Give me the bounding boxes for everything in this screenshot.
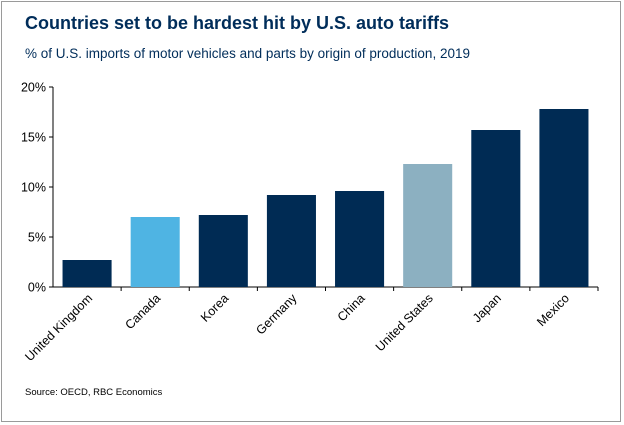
x-category-label: United States xyxy=(373,291,436,354)
chart-title: Countries set to be hardest hit by U.S. … xyxy=(25,13,450,33)
bar xyxy=(198,215,248,287)
bar xyxy=(266,195,316,287)
x-category-label: China xyxy=(335,291,368,324)
chart-subtitle: % of U.S. imports of motor vehicles and … xyxy=(25,46,470,61)
bar xyxy=(403,164,453,287)
bar xyxy=(130,217,180,287)
bar xyxy=(471,130,521,287)
x-category-label: Mexico xyxy=(534,291,572,329)
bar xyxy=(539,109,589,287)
y-tick-label: 10% xyxy=(21,181,46,195)
y-tick-label: 20% xyxy=(21,81,46,95)
bar xyxy=(62,260,112,287)
x-category-label: Canada xyxy=(122,291,163,332)
source-note: Source: OECD, RBC Economics xyxy=(25,387,163,398)
bar xyxy=(335,191,385,287)
y-tick-label: 0% xyxy=(28,281,46,295)
x-category-label: Japan xyxy=(470,291,504,325)
x-category-label: Korea xyxy=(198,291,232,325)
x-category-label: Germany xyxy=(253,291,300,338)
y-tick-label: 15% xyxy=(21,131,46,145)
x-category-label: United Kingdom xyxy=(22,291,95,364)
y-tick-label: 5% xyxy=(28,231,46,245)
